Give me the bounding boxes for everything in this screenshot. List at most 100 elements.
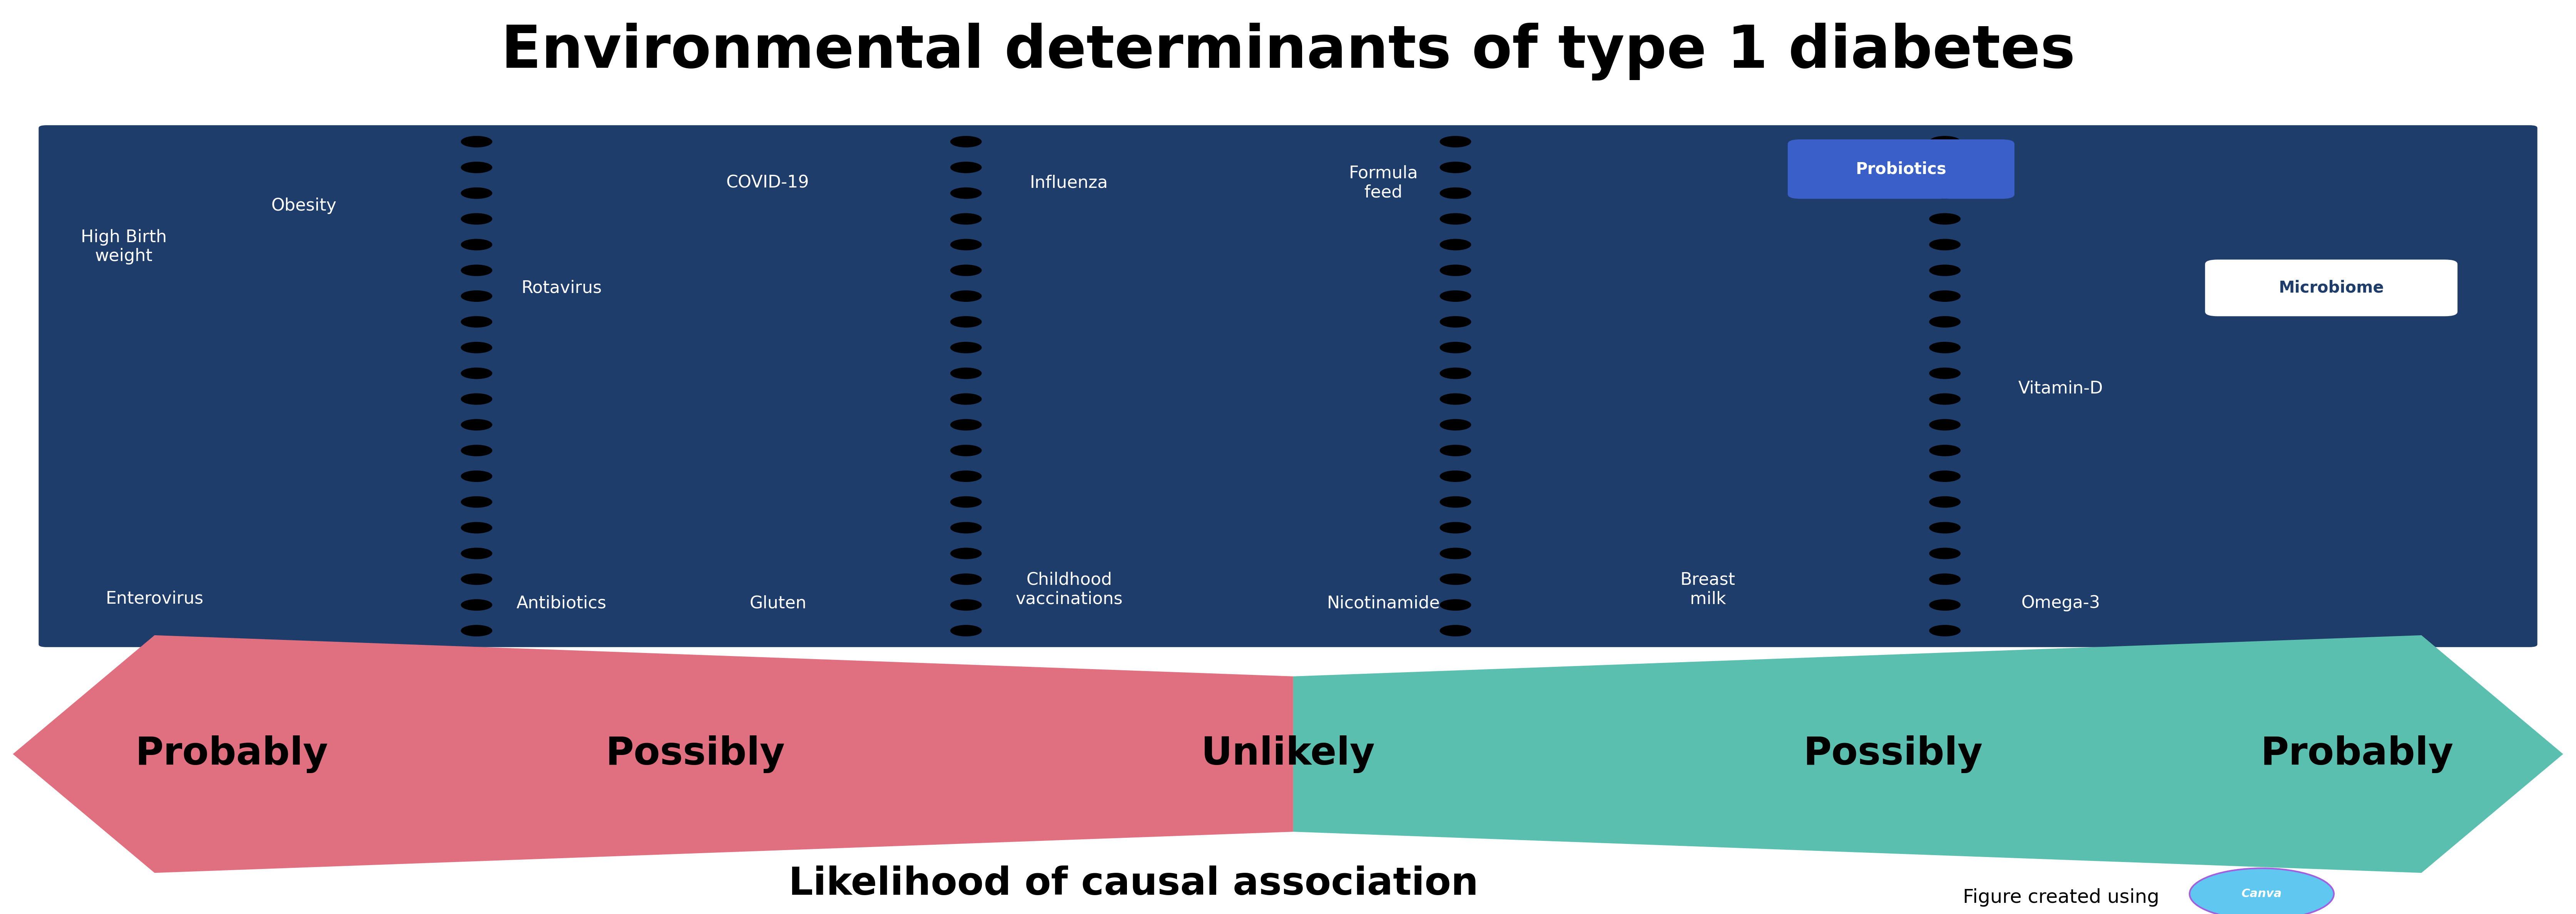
Text: Breast
milk: Breast milk <box>1680 571 1736 608</box>
Circle shape <box>1440 548 1471 559</box>
Text: Probably: Probably <box>2262 735 2452 773</box>
Text: Unlikely: Unlikely <box>1200 735 1376 773</box>
Circle shape <box>1440 367 1471 378</box>
Circle shape <box>1440 496 1471 507</box>
Circle shape <box>461 187 492 198</box>
FancyBboxPatch shape <box>39 125 2537 647</box>
Text: Enterovirus: Enterovirus <box>106 590 204 607</box>
Circle shape <box>461 265 492 276</box>
Polygon shape <box>13 635 1293 873</box>
FancyBboxPatch shape <box>2205 260 2458 316</box>
Circle shape <box>951 367 981 378</box>
Circle shape <box>461 496 492 507</box>
Text: Microbiome: Microbiome <box>2280 280 2383 296</box>
Circle shape <box>1440 445 1471 456</box>
Circle shape <box>461 600 492 611</box>
Circle shape <box>461 522 492 533</box>
Circle shape <box>951 162 981 173</box>
Text: Omega-3: Omega-3 <box>2022 595 2099 611</box>
Circle shape <box>951 548 981 559</box>
Text: Figure created using: Figure created using <box>1963 888 2159 907</box>
Circle shape <box>461 471 492 482</box>
Circle shape <box>951 394 981 405</box>
Text: Possibly: Possibly <box>1803 735 1984 773</box>
Text: Formula
feed: Formula feed <box>1350 165 1417 201</box>
Circle shape <box>951 445 981 456</box>
Circle shape <box>461 625 492 636</box>
Circle shape <box>951 496 981 507</box>
Text: Nicotinamide: Nicotinamide <box>1327 595 1440 611</box>
Text: Protective: Protective <box>1777 799 2009 837</box>
Circle shape <box>1440 213 1471 224</box>
Circle shape <box>1440 522 1471 533</box>
Circle shape <box>1929 187 1960 198</box>
Text: Probably: Probably <box>137 735 327 773</box>
Circle shape <box>951 291 981 302</box>
Circle shape <box>1440 342 1471 353</box>
Circle shape <box>461 445 492 456</box>
Text: High Birth
weight: High Birth weight <box>80 228 167 265</box>
Circle shape <box>1440 574 1471 585</box>
Circle shape <box>461 316 492 327</box>
Circle shape <box>951 136 981 147</box>
Text: Antibiotics: Antibiotics <box>518 595 605 611</box>
Circle shape <box>951 420 981 430</box>
Circle shape <box>1929 213 1960 224</box>
Text: Childhood
vaccinations: Childhood vaccinations <box>1015 571 1123 608</box>
Circle shape <box>461 548 492 559</box>
Text: www.canva.com/: www.canva.com/ <box>2107 912 2290 914</box>
Circle shape <box>951 342 981 353</box>
Text: Gluten: Gluten <box>750 595 806 611</box>
Circle shape <box>461 394 492 405</box>
Circle shape <box>951 522 981 533</box>
Circle shape <box>951 265 981 276</box>
Circle shape <box>461 213 492 224</box>
Circle shape <box>1440 239 1471 250</box>
Circle shape <box>1929 265 1960 276</box>
Circle shape <box>1929 445 1960 456</box>
Text: Environmental determinants of type 1 diabetes: Environmental determinants of type 1 dia… <box>500 23 2076 80</box>
Circle shape <box>1440 600 1471 611</box>
Circle shape <box>1440 394 1471 405</box>
Text: Obesity: Obesity <box>270 197 337 214</box>
Circle shape <box>951 213 981 224</box>
Circle shape <box>1440 625 1471 636</box>
Circle shape <box>1929 162 1960 173</box>
Circle shape <box>951 316 981 327</box>
Circle shape <box>461 367 492 378</box>
Circle shape <box>951 574 981 585</box>
Text: Canva: Canva <box>2241 888 2282 899</box>
Circle shape <box>1440 471 1471 482</box>
Circle shape <box>1440 265 1471 276</box>
Circle shape <box>1929 574 1960 585</box>
Text: Vitamin-D: Vitamin-D <box>2020 380 2102 397</box>
Circle shape <box>1929 496 1960 507</box>
Circle shape <box>951 625 981 636</box>
Circle shape <box>461 291 492 302</box>
Circle shape <box>461 342 492 353</box>
Circle shape <box>1929 548 1960 559</box>
Circle shape <box>1929 394 1960 405</box>
Text: Influenza: Influenza <box>1030 175 1108 191</box>
Circle shape <box>951 600 981 611</box>
Circle shape <box>1440 291 1471 302</box>
Circle shape <box>1440 187 1471 198</box>
Circle shape <box>461 420 492 430</box>
Circle shape <box>951 471 981 482</box>
Circle shape <box>1440 420 1471 430</box>
Circle shape <box>1929 600 1960 611</box>
Circle shape <box>461 136 492 147</box>
Circle shape <box>2190 868 2334 914</box>
Circle shape <box>1929 625 1960 636</box>
Circle shape <box>1929 239 1960 250</box>
Text: COVID-19: COVID-19 <box>726 175 809 191</box>
Circle shape <box>461 162 492 173</box>
Circle shape <box>1929 367 1960 378</box>
Circle shape <box>1440 162 1471 173</box>
Circle shape <box>461 239 492 250</box>
Text: Rotavirus: Rotavirus <box>520 280 603 296</box>
Circle shape <box>1929 471 1960 482</box>
Circle shape <box>1929 522 1960 533</box>
Circle shape <box>1929 420 1960 430</box>
Circle shape <box>1929 342 1960 353</box>
